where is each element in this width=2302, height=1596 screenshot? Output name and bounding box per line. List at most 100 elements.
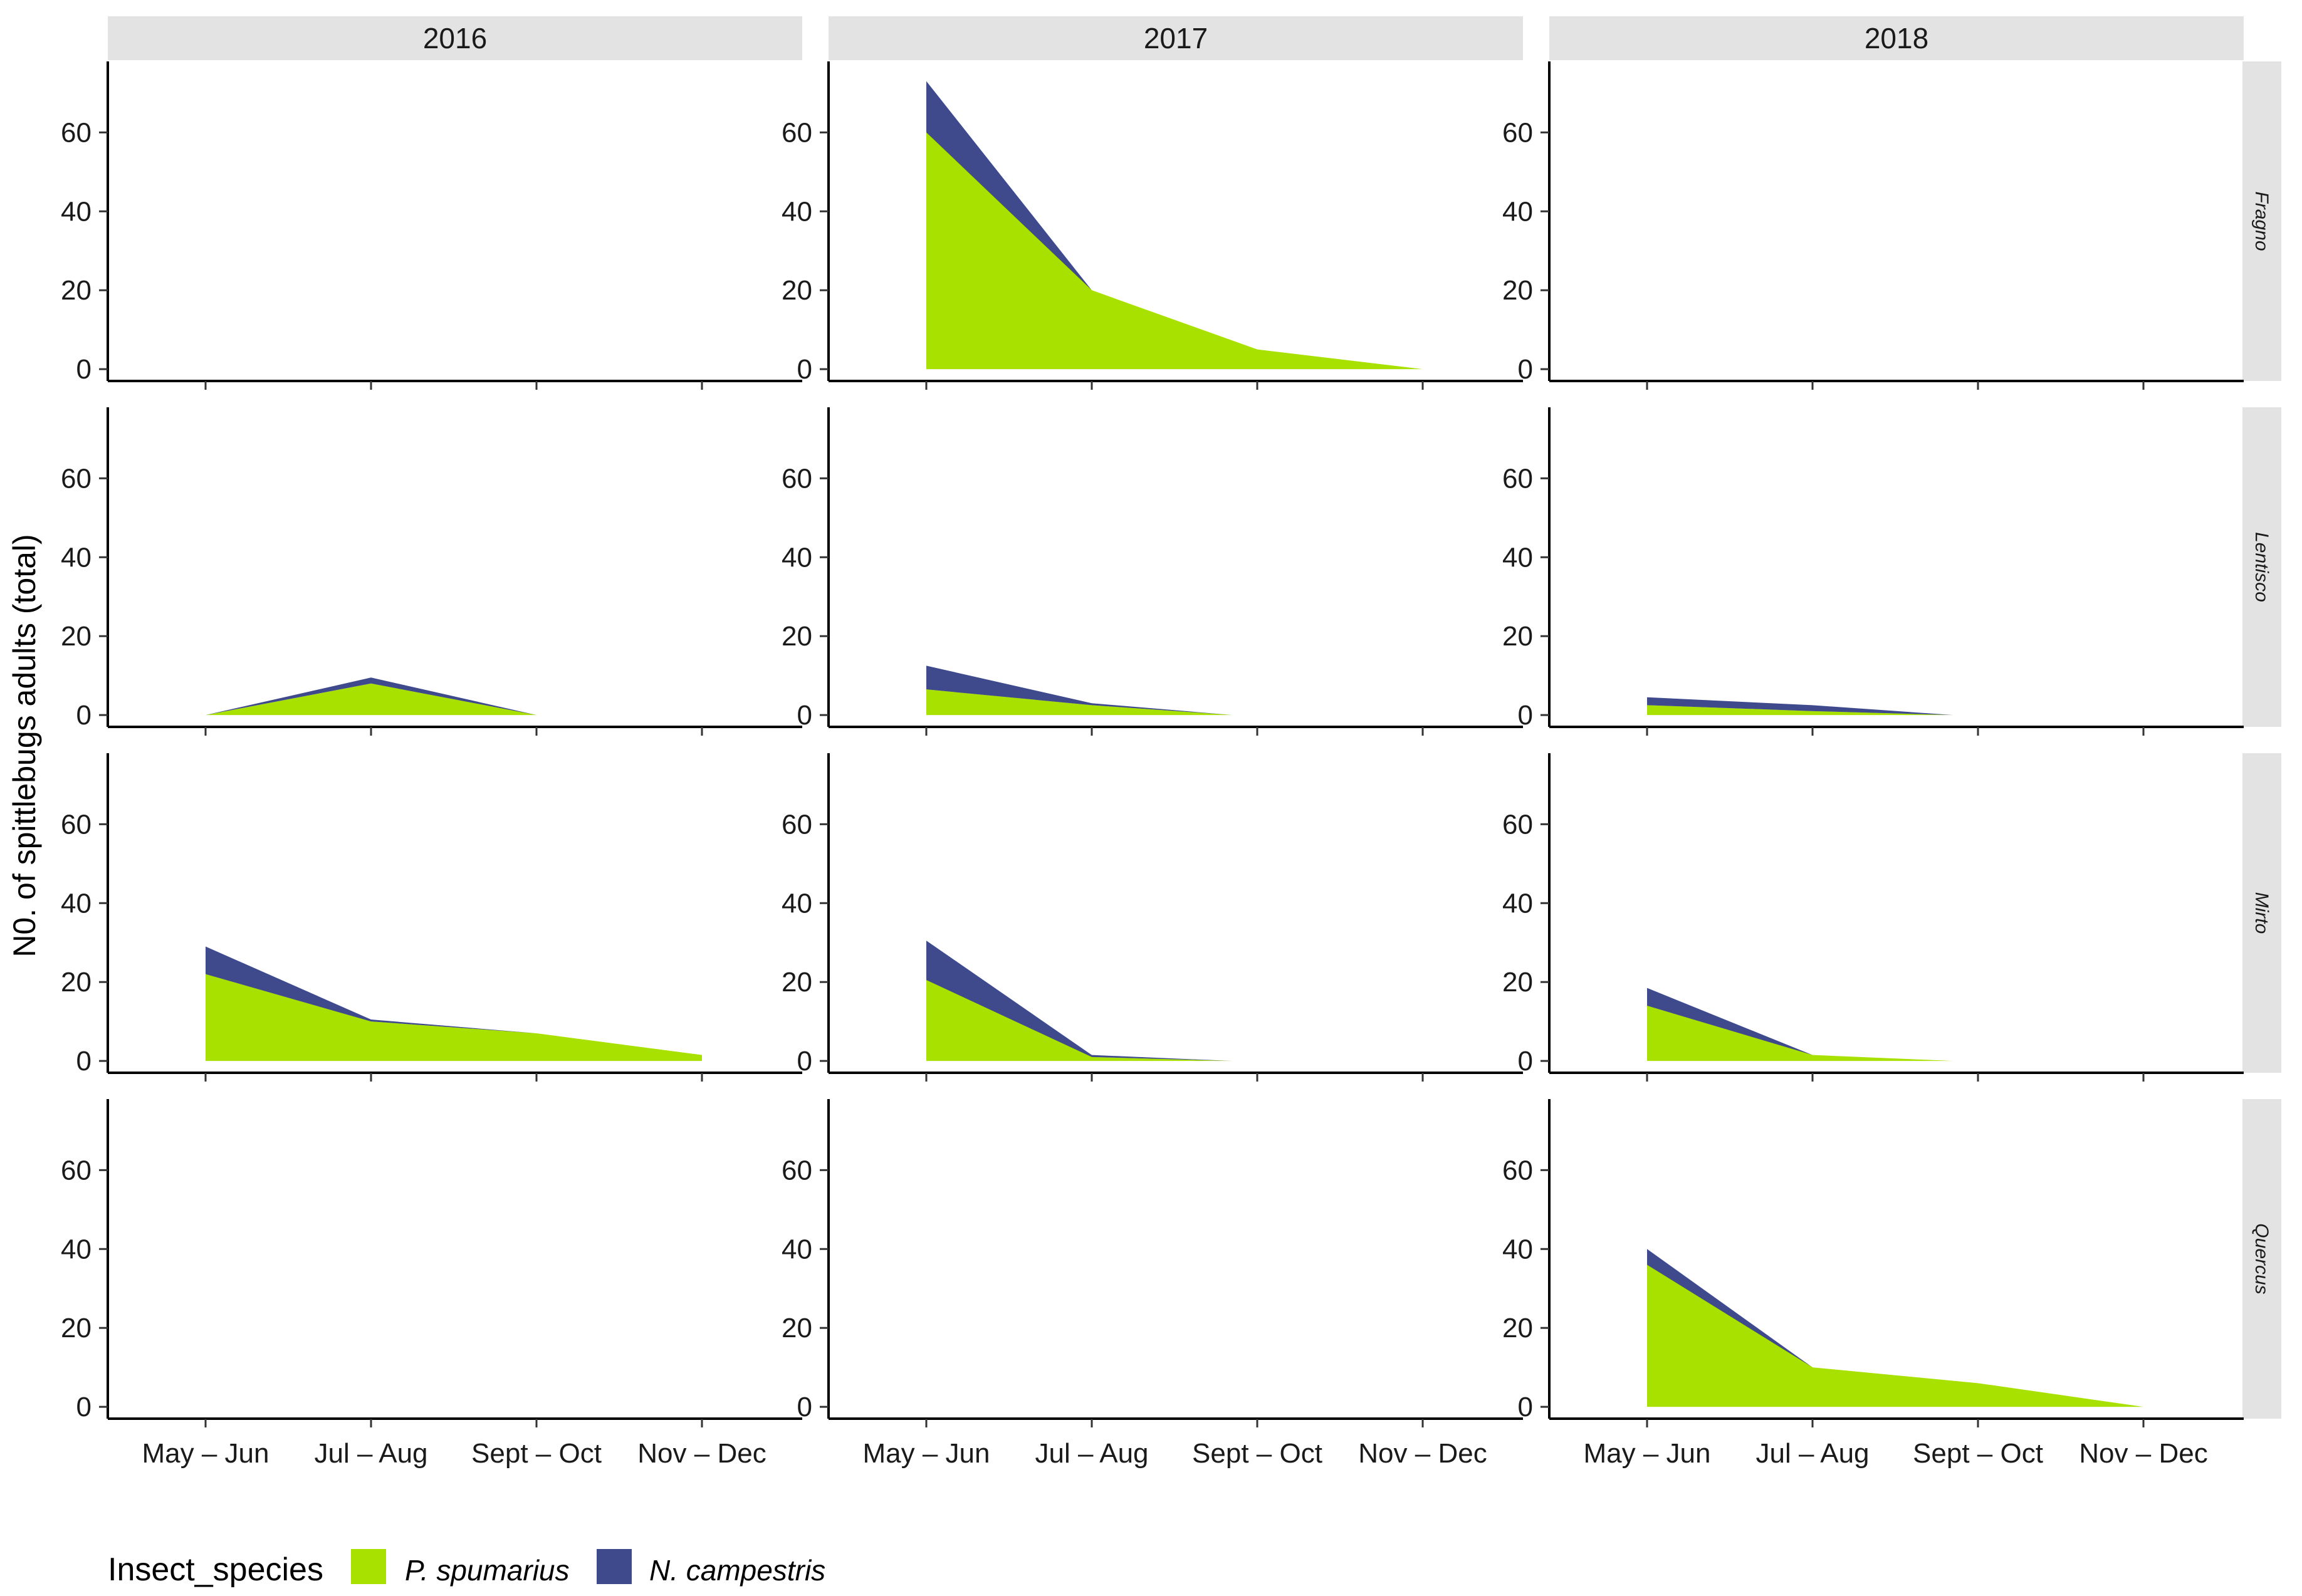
area-p-spumarius-lentisco-2016: [206, 683, 536, 716]
y-tick-label-quercus-2016-20: 20: [61, 1313, 92, 1343]
y-tick-label-mirto-2018-60: 60: [1502, 809, 1533, 840]
strip-row-mirto: [2242, 753, 2281, 1073]
area-n-campestris-fragno-2017: [926, 81, 1423, 370]
panel-lentisco-2017: 0 20 40 60: [782, 407, 1523, 736]
x-tick-label-2016-jul-aug: Jul – Aug: [314, 1438, 427, 1469]
y-tick-label-lentisco-2018-40: 40: [1502, 542, 1533, 573]
legend-title: Insect_species: [108, 1552, 323, 1588]
panel-mirto-2016: 0 20 40 60: [61, 753, 802, 1082]
y-axis-label: N0. of spittlebugs adults (total): [7, 534, 42, 957]
y-tick-label-lentisco-2017-60: 60: [782, 463, 812, 494]
y-tick-label-quercus-2018-60: 60: [1502, 1155, 1533, 1186]
y-tick-label-fragno-2017-40: 40: [782, 196, 812, 227]
area-p-spumarius-mirto-2017: [926, 980, 1233, 1061]
panel-fragno-2016: 0 20 40 60: [61, 61, 802, 390]
area-n-campestris-mirto-2016: [206, 946, 702, 1055]
y-tick-label-mirto-2016-0: 0: [76, 1046, 92, 1077]
x-tick-label-2018-nov-dec: Nov – Dec: [2079, 1438, 2207, 1469]
x-tick-label-2017-jul-aug: Jul – Aug: [1035, 1438, 1148, 1469]
y-tick-label-quercus-2018-20: 20: [1502, 1313, 1533, 1343]
x-tick-label-2018-may-jun: May – Jun: [1584, 1438, 1711, 1469]
panel-quercus-2017: 0 20 40 60 May – Jun Jul – Aug Sept – Oct Nov –…: [782, 1099, 1523, 1469]
area-p-spumarius-lentisco-2017: [926, 689, 1233, 716]
y-tick-label-quercus-2018-40: 40: [1502, 1234, 1533, 1265]
x-tick-label-2017-sept-oct: Sept – Oct: [1192, 1438, 1322, 1469]
y-tick-label-lentisco-2016-60: 60: [61, 463, 92, 494]
y-tick-label-mirto-2018-40: 40: [1502, 888, 1533, 919]
panel-quercus-2018: 0 20 40 60 May – Jun Jul – Aug Sept – Oct Nov –…: [1502, 1099, 2244, 1469]
y-tick-label-mirto-2017-0: 0: [797, 1046, 812, 1077]
y-tick-label-quercus-2017-20: 20: [782, 1313, 812, 1343]
y-tick-label-mirto-2016-60: 60: [61, 809, 92, 840]
y-tick-label-mirto-2017-40: 40: [782, 888, 812, 919]
y-tick-label-fragno-2016-60: 60: [61, 117, 92, 148]
x-tick-label-2018-jul-aug: Jul – Aug: [1755, 1438, 1869, 1469]
area-p-spumarius-quercus-2018: [1647, 1265, 2143, 1407]
x-tick-label-2016-nov-dec: Nov – Dec: [637, 1438, 766, 1469]
area-p-spumarius-fragno-2017: [926, 132, 1423, 370]
y-tick-label-quercus-2017-60: 60: [782, 1155, 812, 1186]
x-tick-label-2016-sept-oct: Sept – Oct: [471, 1438, 602, 1469]
strip-col-label-2016: 2016: [423, 22, 487, 55]
panel-mirto-2018: 0 20 40 60: [1502, 753, 2244, 1082]
y-tick-label-mirto-2016-40: 40: [61, 888, 92, 919]
strip-row-quercus: [2242, 1099, 2281, 1419]
legend: Insect_species P. spumarius N. campestri…: [108, 1549, 825, 1588]
x-tick-label-2018-sept-oct: Sept – Oct: [1913, 1438, 2043, 1469]
area-n-campestris-lentisco-2018: [1647, 697, 1954, 716]
panel-fragno-2018: 0 20 40 60: [1502, 61, 2244, 390]
y-tick-label-fragno-2018-0: 0: [1518, 354, 1533, 385]
panel-mirto-2017: 0 20 40 60: [782, 753, 1523, 1082]
x-tick-label-2017-may-jun: May – Jun: [863, 1438, 990, 1469]
y-tick-label-lentisco-2018-0: 0: [1518, 700, 1533, 731]
y-tick-label-fragno-2017-0: 0: [797, 354, 812, 385]
y-tick-label-mirto-2018-20: 20: [1502, 967, 1533, 998]
y-tick-label-lentisco-2016-0: 0: [76, 700, 92, 731]
y-tick-label-mirto-2017-60: 60: [782, 809, 812, 840]
panel-lentisco-2016: 0 20 40 60: [61, 407, 802, 736]
area-n-campestris-lentisco-2017: [926, 665, 1233, 716]
panel-fragno-2017: 0 20 40 60: [782, 61, 1523, 390]
y-tick-label-lentisco-2016-40: 40: [61, 542, 92, 573]
strip-col-label-2018: 2018: [1865, 22, 1928, 55]
y-tick-label-fragno-2017-20: 20: [782, 275, 812, 306]
strip-col-2017: [829, 16, 1523, 60]
strip-row-label-quercus: Quercus: [2251, 1223, 2272, 1294]
y-tick-label-quercus-2017-0: 0: [797, 1392, 812, 1422]
strip-row-label-fragno: Fragno: [2251, 191, 2272, 251]
y-tick-label-lentisco-2017-20: 20: [782, 621, 812, 652]
panel-quercus-2016: 0 20 40 60 May – Jun Jul – Aug Sept – Oct Nov –…: [61, 1099, 802, 1469]
y-tick-label-quercus-2018-0: 0: [1518, 1392, 1533, 1422]
y-tick-label-lentisco-2016-20: 20: [61, 621, 92, 652]
y-tick-label-fragno-2016-20: 20: [61, 275, 92, 306]
y-tick-label-fragno-2016-40: 40: [61, 196, 92, 227]
strip-col-2016: [108, 16, 802, 60]
strip-col-2018: [1549, 16, 2244, 60]
y-tick-label-mirto-2016-20: 20: [61, 967, 92, 998]
y-tick-label-fragno-2018-40: 40: [1502, 196, 1533, 227]
strip-row-label-mirto: Mirto: [2251, 892, 2272, 934]
strip-row-label-lentisco: Lentisco: [2251, 532, 2272, 602]
area-p-spumarius-lentisco-2018: [1647, 705, 1954, 716]
y-tick-label-lentisco-2018-20: 20: [1502, 621, 1533, 652]
strip-col-label-2017: 2017: [1144, 22, 1208, 55]
y-tick-label-quercus-2017-40: 40: [782, 1234, 812, 1265]
panels-layer: 2016 2017 2018 Fragno Lentisco Mirto Quercus 0 2…: [61, 16, 2281, 1469]
panel-lentisco-2018: 0 20 40 60: [1502, 407, 2244, 736]
legend-label-p-spumarius: P. spumarius: [405, 1554, 570, 1587]
y-tick-label-lentisco-2017-0: 0: [797, 700, 812, 731]
y-tick-label-fragno-2017-60: 60: [782, 117, 812, 148]
y-tick-label-mirto-2017-20: 20: [782, 967, 812, 998]
area-n-campestris-mirto-2017: [926, 941, 1233, 1061]
area-p-spumarius-mirto-2018: [1647, 1005, 1954, 1061]
y-tick-label-lentisco-2018-60: 60: [1502, 463, 1533, 494]
y-tick-label-quercus-2016-0: 0: [76, 1392, 92, 1422]
x-tick-label-2017-nov-dec: Nov – Dec: [1358, 1438, 1487, 1469]
y-tick-label-fragno-2018-60: 60: [1502, 117, 1533, 148]
y-tick-label-fragno-2016-0: 0: [76, 354, 92, 385]
strip-row-fragno: [2242, 61, 2281, 381]
y-tick-label-fragno-2018-20: 20: [1502, 275, 1533, 306]
area-p-spumarius-mirto-2016: [206, 974, 702, 1061]
legend-label-n-campestris: N. campestris: [649, 1554, 825, 1587]
